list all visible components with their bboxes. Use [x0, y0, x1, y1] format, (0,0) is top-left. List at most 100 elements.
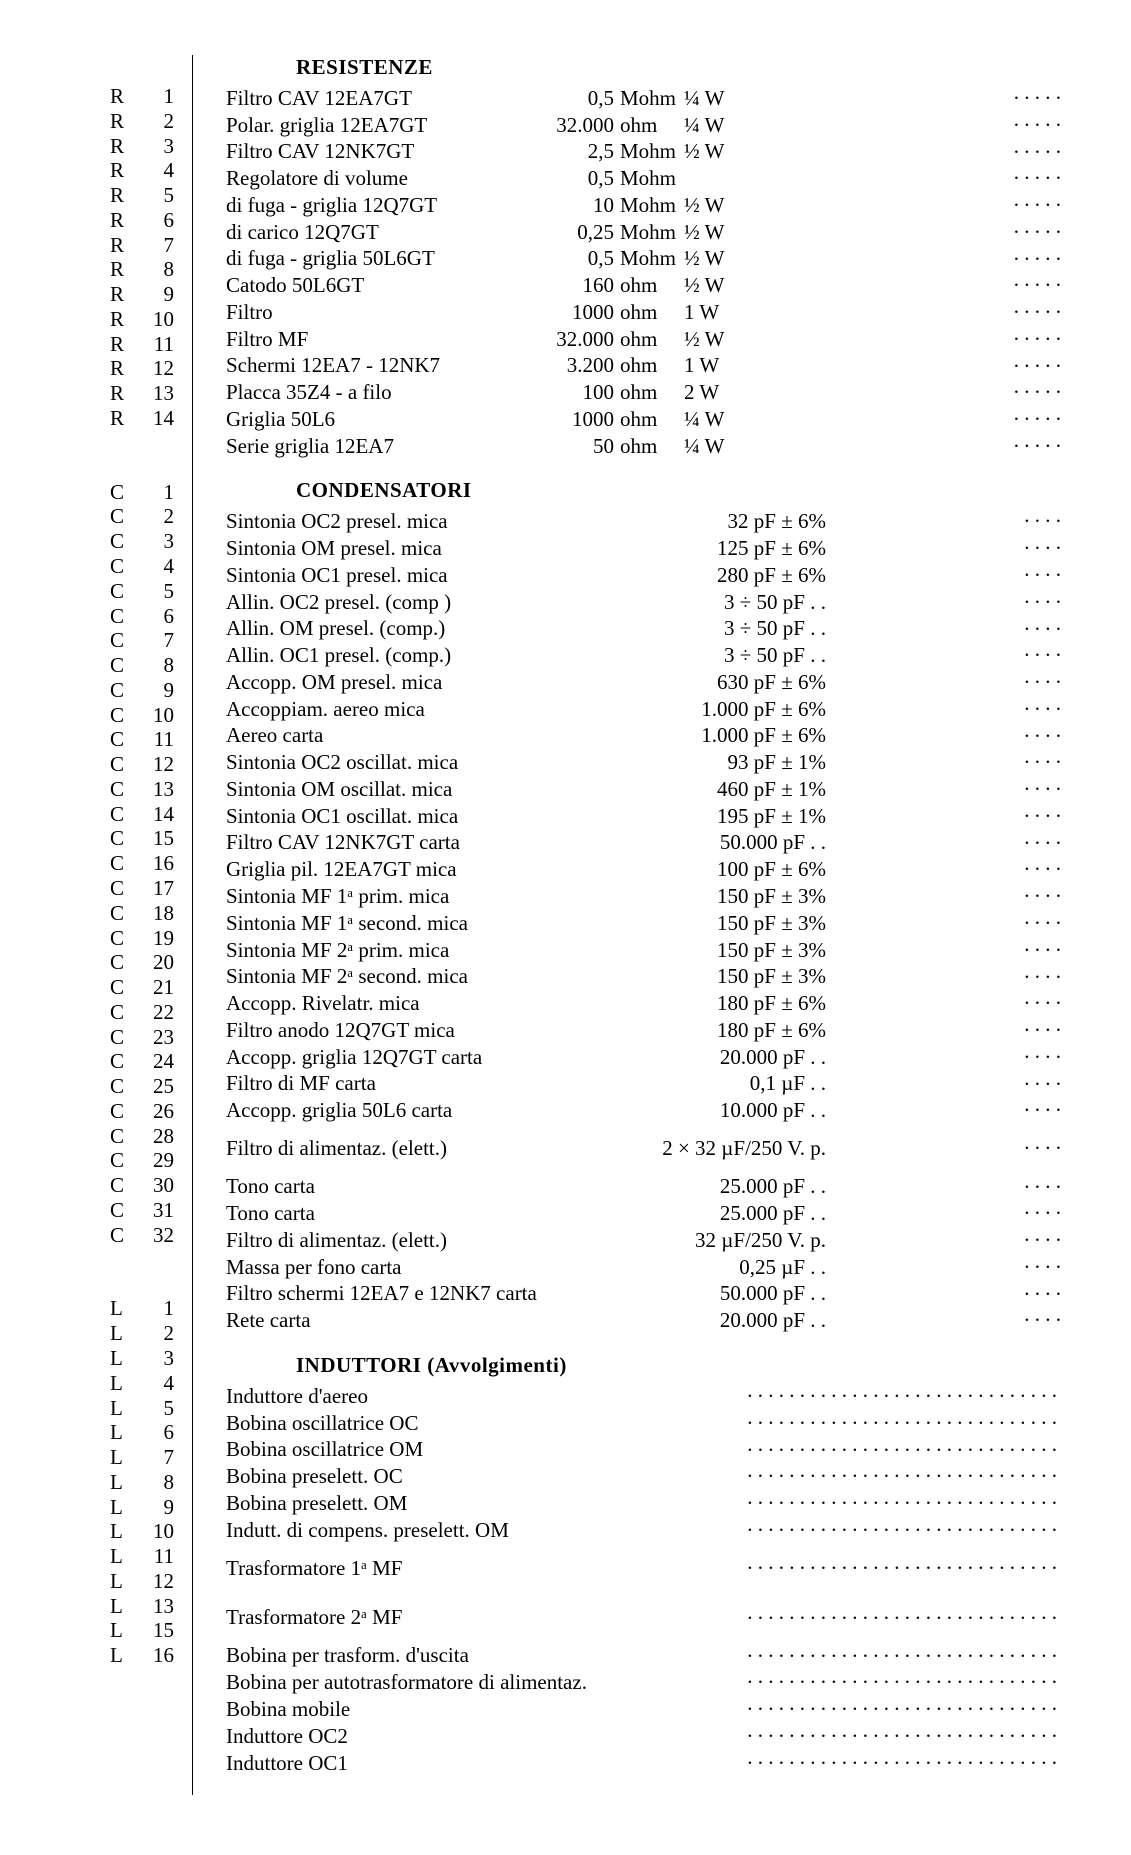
leader-dots — [830, 534, 1061, 555]
c-desc: Sintonia OC1 presel. mica — [226, 563, 586, 588]
ref-item: C31 — [110, 1198, 192, 1223]
leader-dots — [411, 1489, 1057, 1510]
leader-dots — [830, 507, 1061, 528]
c-desc: Sintonia MF 1ᵃ prim. mica — [226, 884, 586, 909]
inductor-row: Induttore OC2 — [226, 1722, 1061, 1749]
l-desc: Bobina oscillatrice OC — [226, 1411, 418, 1436]
ref-item: R3 — [110, 134, 192, 159]
r-desc: Placca 35Z4 - a filo — [226, 380, 526, 405]
r-value: 0,5 — [526, 166, 614, 191]
leader-dots — [830, 828, 1061, 849]
ref-item: C23 — [110, 1025, 192, 1050]
leader-dots — [406, 1603, 1057, 1624]
ref-item: L15 — [110, 1618, 192, 1643]
c-desc: Griglia pil. 12EA7GT mica — [226, 857, 586, 882]
r-value: 3.200 — [526, 353, 614, 378]
resistor-row: di fuga - griglia 12Q7GT10Mohm½ W — [226, 191, 1061, 218]
r-watt: ¼ W — [684, 434, 754, 459]
ref-item: C7 — [110, 628, 192, 653]
leader-dots — [406, 1554, 1057, 1575]
leader-dots — [830, 855, 1061, 876]
capacitor-row: Accopp. Rivelatr. mica180 pF ± 6% — [226, 989, 1061, 1016]
leader-dots — [830, 1069, 1061, 1090]
c-value: 150 pF ± 3% — [586, 884, 830, 909]
reference-column: R1R2R3R4R5R6R7R8R9R10R11R12R13R14 C1C2C3… — [110, 55, 192, 1795]
capacitor-row: Allin. OC2 presel. (comp )3 ÷ 50 pF . . — [226, 588, 1061, 615]
r-watt: 1 W — [684, 300, 754, 325]
c-value: 180 pF ± 6% — [586, 1018, 830, 1043]
ref-item: R8 — [110, 257, 192, 282]
ref-item: C12 — [110, 752, 192, 777]
inductor-row: Bobina mobile — [226, 1695, 1061, 1722]
ref-item: L7 — [110, 1445, 192, 1470]
capacitor-refs: C1C2C3C4C5C6C7C8C9C10C11C12C13C14C15C16C… — [110, 480, 192, 1248]
c-desc: Filtro di alimentaz. (elett.) — [226, 1136, 586, 1161]
leader-dots — [830, 588, 1061, 609]
ref-item: L9 — [110, 1495, 192, 1520]
ref-item: C21 — [110, 975, 192, 1000]
r-unit: Mohm — [614, 220, 684, 245]
r-desc: Filtro CAV 12NK7GT — [226, 139, 526, 164]
l-desc: Bobina preselett. OC — [226, 1464, 403, 1489]
leader-dots — [754, 191, 1061, 212]
c-desc: Massa per fono carta — [226, 1255, 586, 1280]
c-value: 10.000 pF . . — [586, 1098, 830, 1123]
l-desc: Induttore d'aereo — [226, 1384, 368, 1409]
ref-item: L5 — [110, 1396, 192, 1421]
c-desc: Sintonia OC1 oscillat. mica — [226, 804, 586, 829]
component-list-page: R1R2R3R4R5R6R7R8R9R10R11R12R13R14 C1C2C3… — [110, 55, 1061, 1795]
c-value: 20.000 pF . . — [586, 1045, 830, 1070]
leader-dots — [830, 909, 1061, 930]
ref-item: R2 — [110, 109, 192, 134]
r-desc: Serie griglia 12EA7 — [226, 434, 526, 459]
ref-item: L13 — [110, 1594, 192, 1619]
c-desc: Sintonia MF 1ᵃ second. mica — [226, 911, 586, 936]
r-unit: Mohm — [614, 193, 684, 218]
c-desc: Filtro anodo 12Q7GT mica — [226, 1018, 586, 1043]
capacitor-row: Tono carta25.000 pF . . — [226, 1199, 1061, 1226]
c-value: 3 ÷ 50 pF . . — [586, 643, 830, 668]
c-value: 1.000 pF ± 6% — [586, 697, 830, 722]
r-watt: 2 W — [684, 380, 754, 405]
r-unit: Mohm — [614, 139, 684, 164]
ref-item: L2 — [110, 1321, 192, 1346]
capacitor-row: Allin. OC1 presel. (comp.)3 ÷ 50 pF . . — [226, 641, 1061, 668]
leader-dots — [754, 405, 1061, 426]
l-desc: Bobina oscillatrice OM — [226, 1437, 423, 1462]
r-desc: Regolatore di volume — [226, 166, 526, 191]
r-value: 10 — [526, 193, 614, 218]
c-desc: Allin. OM presel. (comp.) — [226, 616, 586, 641]
capacitor-row: Allin. OM presel. (comp.)3 ÷ 50 pF . . — [226, 614, 1061, 641]
leader-dots — [473, 1641, 1057, 1662]
r-watt: ¼ W — [684, 407, 754, 432]
r-watt: ¼ W — [684, 113, 754, 138]
r-desc: Filtro — [226, 300, 526, 325]
ref-item: C14 — [110, 802, 192, 827]
resistor-row: Griglia 50L61000ohm¼ W — [226, 405, 1061, 432]
divider-line — [192, 55, 193, 1795]
capacitors-title: CONDENSATORI — [226, 478, 1061, 503]
r-unit: Mohm — [614, 166, 684, 191]
leader-dots — [830, 1096, 1061, 1117]
c-desc: Accopp. OM presel. mica — [226, 670, 586, 695]
c-value: 50.000 pF . . — [586, 830, 830, 855]
r-unit: ohm — [614, 113, 684, 138]
leader-dots — [754, 271, 1061, 292]
leader-dots — [830, 668, 1061, 689]
inductor-row: Bobina oscillatrice OM — [226, 1435, 1061, 1462]
c-desc: Sintonia OC2 presel. mica — [226, 509, 586, 534]
leader-dots — [352, 1722, 1057, 1743]
capacitor-row: Sintonia MF 2ᵃ second. mica150 pF ± 3% — [226, 962, 1061, 989]
l-desc: Induttore OC2 — [226, 1724, 348, 1749]
l-desc: Bobina per autotrasformatore di alimenta… — [226, 1670, 587, 1695]
c-desc: Aereo carta — [226, 723, 586, 748]
c-desc: Accopp. griglia 50L6 carta — [226, 1098, 586, 1123]
inductor-pair-row: Trasformatore 2ᵃ MF — [226, 1592, 1061, 1642]
ref-item: C13 — [110, 777, 192, 802]
resistor-row: di carico 12Q7GT0,25Mohm½ W — [226, 218, 1061, 245]
resistor-row: Schermi 12EA7 - 12NK73.200ohm1 W — [226, 351, 1061, 378]
ref-item: C6 — [110, 604, 192, 629]
leader-dots — [830, 1226, 1061, 1247]
ref-item: L12 — [110, 1569, 192, 1594]
ref-item: L16 — [110, 1643, 192, 1668]
